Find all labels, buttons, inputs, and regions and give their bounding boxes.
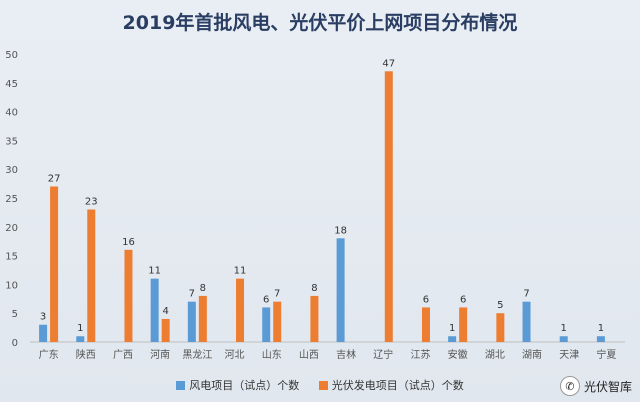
legend-item-solar: 光伏发电项目（试点）个数 (318, 377, 464, 393)
x-tick-label: 山西 (299, 349, 319, 361)
y-tick-label: 15 (5, 252, 18, 263)
data-label-wind: 7 (189, 289, 195, 300)
legend-swatch-wind (176, 380, 186, 390)
data-label-wind: 1 (561, 323, 567, 334)
x-tick-label: 辽宁 (373, 348, 393, 361)
y-tick-label: 5 (12, 309, 18, 320)
bar-wind (448, 336, 457, 342)
chart-legend: 风电项目（试点）个数 光伏发电项目（试点）个数 (0, 377, 640, 393)
x-tick-label: 吉林 (336, 348, 356, 361)
x-tick-label: 河北 (225, 349, 245, 361)
bar-wind (336, 238, 345, 342)
y-tick-label: 35 (5, 136, 18, 147)
y-tick-label: 45 (5, 79, 18, 90)
data-label-wind: 6 (263, 294, 269, 305)
y-tick-label: 30 (5, 165, 18, 176)
legend-item-wind: 风电项目（试点）个数 (176, 377, 299, 393)
data-label-solar: 27 (48, 173, 61, 184)
y-tick-label: 40 (5, 108, 18, 119)
data-label-solar: 6 (423, 294, 429, 305)
data-label-solar: 5 (497, 300, 503, 311)
data-label-wind: 1 (449, 323, 455, 334)
data-label-solar: 8 (311, 283, 317, 294)
bar-solar (50, 186, 59, 342)
y-tick-label: 0 (12, 338, 18, 349)
watermark: ✆ 光伏智库 (559, 376, 632, 396)
x-tick-label: 河南 (150, 348, 170, 361)
x-tick-label: 湖北 (485, 349, 505, 361)
bar-wind (262, 307, 271, 342)
data-label-solar: 11 (234, 266, 247, 277)
bar-wind (150, 278, 159, 342)
data-label-solar: 6 (460, 294, 466, 305)
bar-solar (198, 295, 207, 342)
data-label-solar: 4 (162, 306, 168, 317)
chart-title: 2019年首批风电、光伏平价上网项目分布情况 (122, 12, 518, 34)
x-tick-label: 广东 (39, 348, 59, 361)
x-tick-label: 宁夏 (596, 348, 616, 361)
data-label-solar: 8 (200, 283, 206, 294)
x-tick-label: 安徽 (448, 348, 468, 361)
x-tick-label: 山东 (262, 348, 282, 361)
data-label-wind: 3 (40, 312, 46, 323)
legend-swatch-solar (318, 380, 328, 390)
data-label-solar: 16 (122, 237, 135, 248)
bar-wind (596, 336, 605, 342)
x-tick-label: 广西 (113, 349, 133, 361)
x-tick-label: 陕西 (76, 348, 96, 361)
x-tick-label: 江苏 (410, 348, 430, 361)
bar-wind (559, 336, 568, 342)
wechat-icon: ✆ (559, 376, 580, 396)
bar-solar (124, 249, 133, 342)
data-label-solar: 23 (85, 197, 98, 208)
y-tick-label: 10 (5, 280, 18, 291)
y-tick-label: 20 (5, 223, 18, 234)
data-label-wind: 18 (334, 225, 347, 236)
legend-label-wind: 风电项目（试点）个数 (189, 379, 300, 392)
data-label-wind: 7 (523, 289, 529, 300)
bar-solar (236, 278, 245, 342)
x-tick-label: 湖南 (522, 348, 542, 361)
data-label-wind: 11 (148, 266, 161, 277)
data-label-solar: 47 (382, 58, 395, 69)
legend-label-solar: 光伏发电项目（试点）个数 (331, 379, 464, 392)
bar-solar (310, 295, 319, 342)
bar-solar (87, 209, 96, 342)
bar-wind (187, 301, 196, 342)
data-label-wind: 1 (77, 323, 83, 334)
bar-solar (496, 313, 505, 342)
bar-wind (39, 324, 48, 342)
data-label-wind: 1 (598, 323, 604, 334)
x-tick-label: 黑龙江 (182, 348, 212, 361)
watermark-text: 光伏智库 (583, 379, 632, 394)
x-tick-label: 天津 (559, 349, 579, 361)
y-tick-label: 50 (5, 50, 18, 61)
data-label-solar: 7 (274, 289, 280, 300)
bar-solar (384, 71, 393, 342)
bar-wind (522, 301, 531, 342)
bar-solar (273, 301, 282, 342)
bar-wind (76, 336, 85, 342)
y-tick-label: 25 (5, 194, 18, 205)
bar-solar (421, 307, 430, 342)
bar-solar (459, 307, 468, 342)
bar-solar (161, 318, 170, 342)
